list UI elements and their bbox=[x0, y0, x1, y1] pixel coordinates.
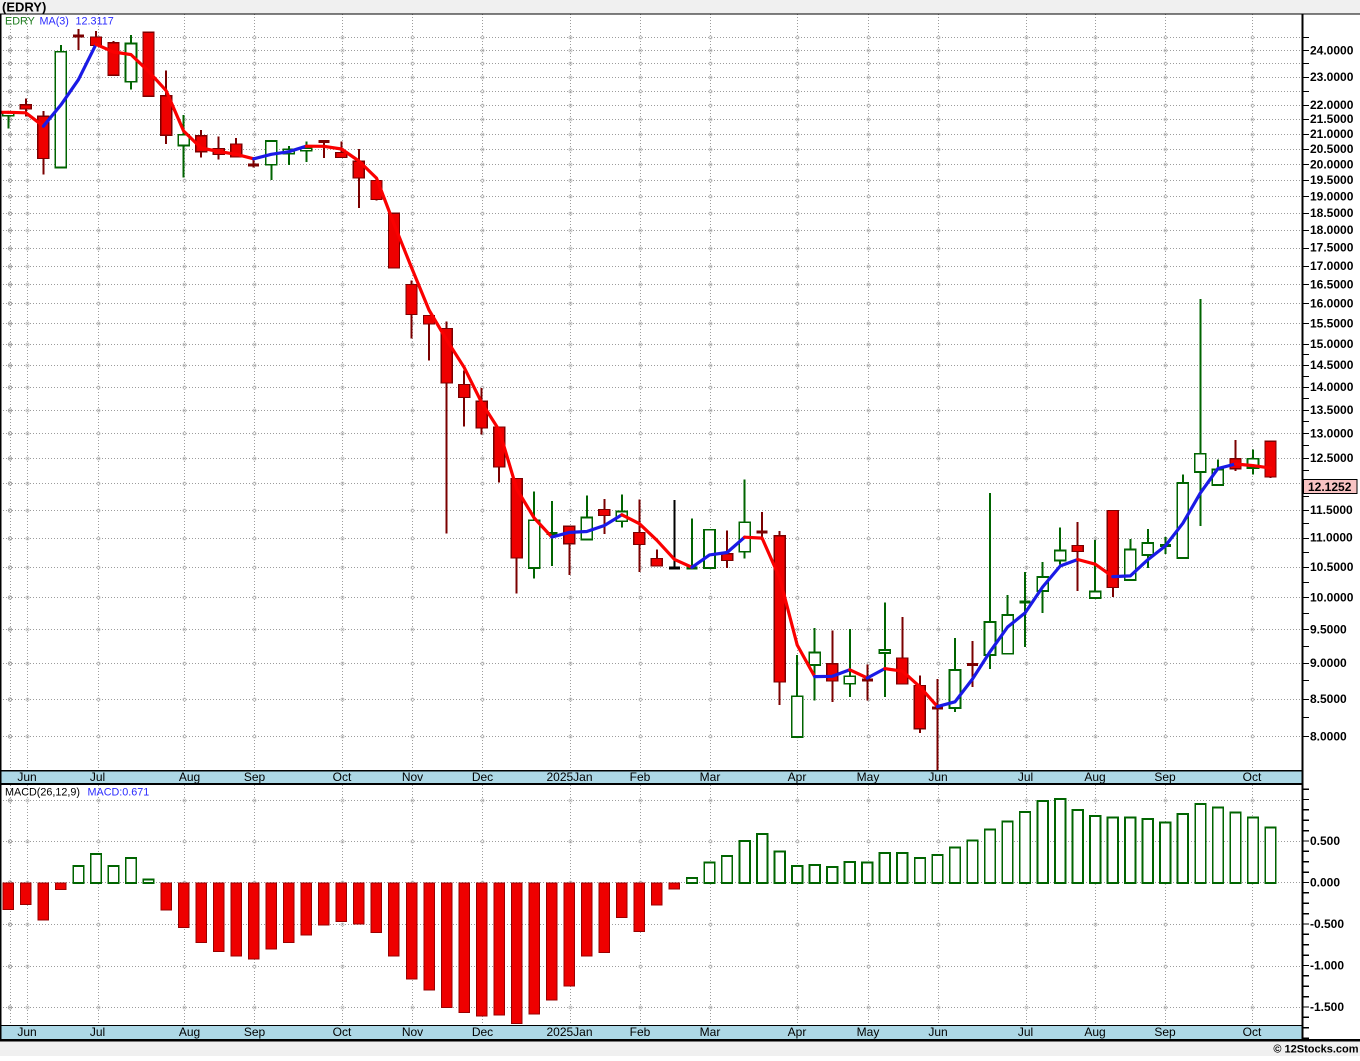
svg-text:15.5000: 15.5000 bbox=[1310, 317, 1354, 331]
svg-text:9.0000: 9.0000 bbox=[1310, 656, 1347, 670]
svg-text:Feb: Feb bbox=[630, 770, 651, 784]
svg-text:May: May bbox=[857, 1025, 880, 1039]
svg-text:8.0000: 8.0000 bbox=[1310, 730, 1347, 744]
svg-text:MA(3): MA(3) bbox=[40, 15, 69, 27]
svg-text:20.0000: 20.0000 bbox=[1310, 157, 1354, 171]
svg-text:Apr: Apr bbox=[788, 1025, 807, 1039]
svg-text:Oct: Oct bbox=[1243, 770, 1262, 784]
svg-text:Aug: Aug bbox=[179, 770, 200, 784]
svg-text:18.5000: 18.5000 bbox=[1310, 206, 1354, 220]
svg-text:19.0000: 19.0000 bbox=[1310, 189, 1354, 203]
svg-text:14.0000: 14.0000 bbox=[1310, 380, 1354, 394]
svg-text:11.5000: 11.5000 bbox=[1310, 503, 1353, 517]
svg-text:13.0000: 13.0000 bbox=[1310, 426, 1354, 440]
svg-text:21.5000: 21.5000 bbox=[1310, 112, 1354, 126]
svg-text:Aug: Aug bbox=[1084, 770, 1105, 784]
svg-text:Jul: Jul bbox=[1018, 1025, 1033, 1039]
svg-text:Jun: Jun bbox=[928, 770, 947, 784]
svg-text:Dec: Dec bbox=[472, 770, 493, 784]
svg-text:10.5000: 10.5000 bbox=[1310, 560, 1354, 574]
svg-text:Mar: Mar bbox=[700, 1025, 721, 1039]
svg-text:17.5000: 17.5000 bbox=[1310, 241, 1354, 255]
svg-text:© 12Stocks.com: © 12Stocks.com bbox=[1273, 1043, 1358, 1055]
svg-text:18.0000: 18.0000 bbox=[1310, 223, 1354, 237]
svg-text:0.000: 0.000 bbox=[1310, 876, 1340, 890]
svg-text:14.5000: 14.5000 bbox=[1310, 358, 1354, 372]
svg-text:(EDRY): (EDRY) bbox=[2, 0, 46, 14]
svg-text:Feb: Feb bbox=[630, 1025, 651, 1039]
svg-text:Oct: Oct bbox=[333, 1025, 352, 1039]
svg-text:Sep: Sep bbox=[1154, 770, 1176, 784]
svg-text:-1.000: -1.000 bbox=[1310, 959, 1344, 973]
svg-text:Oct: Oct bbox=[333, 770, 352, 784]
svg-text:12.5000: 12.5000 bbox=[1310, 451, 1354, 465]
svg-text:Aug: Aug bbox=[179, 1025, 200, 1039]
svg-text:Sep: Sep bbox=[244, 1025, 266, 1039]
svg-text:EDRY: EDRY bbox=[5, 15, 35, 27]
svg-text:16.5000: 16.5000 bbox=[1310, 278, 1354, 292]
svg-text:20.5000: 20.5000 bbox=[1310, 142, 1354, 156]
svg-text:Aug: Aug bbox=[1084, 1025, 1105, 1039]
svg-text:0.500: 0.500 bbox=[1310, 834, 1340, 848]
svg-text:Sep: Sep bbox=[244, 770, 266, 784]
svg-text:Jun: Jun bbox=[928, 1025, 947, 1039]
svg-text:Nov: Nov bbox=[402, 1025, 423, 1039]
svg-text:Mar: Mar bbox=[700, 770, 721, 784]
svg-text:15.0000: 15.0000 bbox=[1310, 337, 1354, 351]
svg-text:24.0000: 24.0000 bbox=[1310, 43, 1354, 57]
svg-text:9.5000: 9.5000 bbox=[1310, 622, 1347, 636]
svg-text:17.0000: 17.0000 bbox=[1310, 259, 1354, 273]
svg-text:23.0000: 23.0000 bbox=[1310, 70, 1354, 84]
svg-text:MACD(26,12,9): MACD(26,12,9) bbox=[5, 786, 80, 798]
svg-text:21.0000: 21.0000 bbox=[1310, 127, 1354, 141]
svg-text:12.3117: 12.3117 bbox=[76, 15, 114, 27]
svg-text:11.0000: 11.0000 bbox=[1310, 531, 1353, 545]
svg-text:12.1252: 12.1252 bbox=[1308, 480, 1352, 494]
svg-text:Nov: Nov bbox=[402, 770, 423, 784]
svg-text:Jun: Jun bbox=[17, 770, 36, 784]
svg-text:Apr: Apr bbox=[788, 770, 807, 784]
svg-text:-1.500: -1.500 bbox=[1310, 1000, 1344, 1014]
svg-text:2025Jan: 2025Jan bbox=[546, 770, 592, 784]
svg-text:Oct: Oct bbox=[1243, 1025, 1262, 1039]
svg-text:10.0000: 10.0000 bbox=[1310, 590, 1354, 604]
svg-text:May: May bbox=[857, 770, 880, 784]
svg-text:16.0000: 16.0000 bbox=[1310, 297, 1354, 311]
svg-text:Dec: Dec bbox=[472, 1025, 493, 1039]
svg-text:Sep: Sep bbox=[1154, 1025, 1176, 1039]
svg-text:-0.500: -0.500 bbox=[1310, 917, 1344, 931]
svg-text:Jun: Jun bbox=[17, 1025, 36, 1039]
svg-text:Jul: Jul bbox=[1018, 770, 1033, 784]
svg-text:2025Jan: 2025Jan bbox=[546, 1025, 592, 1039]
svg-text:MACD:0.671: MACD:0.671 bbox=[88, 786, 150, 798]
svg-text:13.5000: 13.5000 bbox=[1310, 403, 1354, 417]
svg-text:Jul: Jul bbox=[90, 1025, 105, 1039]
svg-text:22.0000: 22.0000 bbox=[1310, 98, 1354, 112]
svg-text:19.5000: 19.5000 bbox=[1310, 173, 1354, 187]
svg-text:Jul: Jul bbox=[90, 770, 105, 784]
svg-text:8.5000: 8.5000 bbox=[1310, 692, 1347, 706]
